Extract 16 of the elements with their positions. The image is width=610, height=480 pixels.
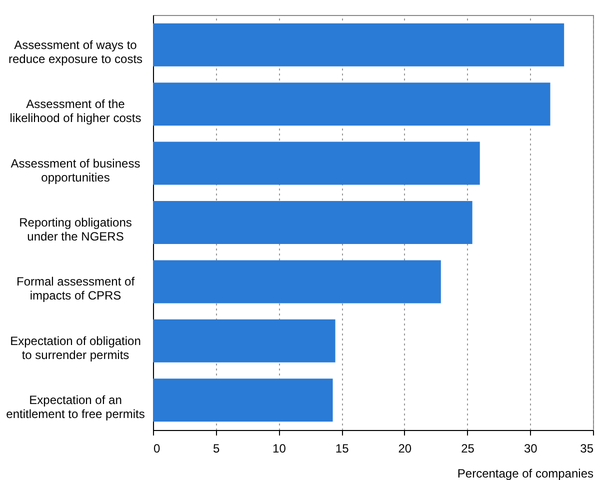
y-tick-label: Assessment of business opportunities xyxy=(10,156,140,184)
x-tick-label: 35 xyxy=(580,442,594,456)
x-tick-label: 25 xyxy=(461,442,475,456)
x-tick-label: 20 xyxy=(398,442,412,456)
x-tick-label: 10 xyxy=(272,442,286,456)
x-axis-title: Percentage of companies xyxy=(457,466,594,480)
y-tick-label: Reporting obligations under the NGERS xyxy=(19,216,132,244)
x-tick-label: 30 xyxy=(524,442,538,456)
y-tick-label: Formal assessment of impacts of CPRS xyxy=(16,274,136,303)
x-tick-label: 15 xyxy=(335,442,350,456)
x-tick-label: 5 xyxy=(213,442,220,456)
y-tick-label: Assessment of ways to reduce exposure to costs xyxy=(8,38,143,66)
y-tick-label: Assessment of the likelihood of higher costs xyxy=(10,97,142,126)
y-tick-label: Expectation of obligation to surrender permits xyxy=(10,334,141,362)
y-tick-label: Expectation of an entitlement to free permits xyxy=(6,393,145,422)
x-tick-label: 0 xyxy=(154,442,160,456)
